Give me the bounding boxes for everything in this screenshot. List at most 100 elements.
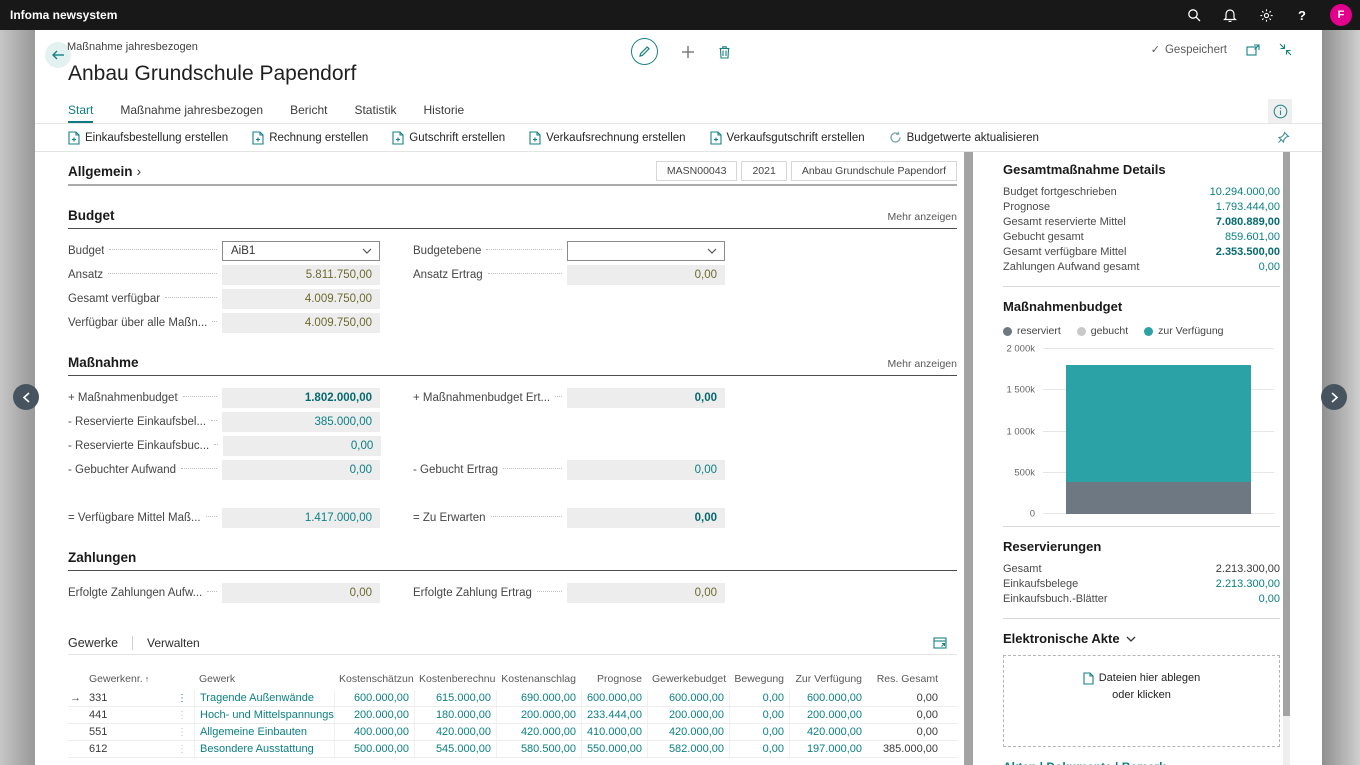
field-value-ma-nahmenbudget[interactable]: 1.802.000,00 xyxy=(222,388,380,408)
cell-kostensch-tzung[interactable]: 400.000,00 xyxy=(334,724,414,740)
cell-kostensch-tzung[interactable]: 200.000,00 xyxy=(334,707,414,723)
detail-value[interactable]: 1.793.444,00 xyxy=(1215,200,1280,213)
cell-gewerk[interactable]: Besondere Ausstattung xyxy=(194,741,334,757)
field-value-reservierte-einkaufsbel[interactable]: 385.000,00 xyxy=(222,412,380,432)
col-kostenberechnung[interactable]: Kostenberechnung xyxy=(419,673,496,685)
cell-kostenanschlag[interactable]: 690.000,00 xyxy=(496,690,581,706)
notifications-icon[interactable] xyxy=(1222,7,1238,23)
file-dropzone[interactable]: Dateien hier ablegen oder klicken xyxy=(1003,655,1280,747)
row-menu-icon[interactable]: ⋮ xyxy=(177,726,187,738)
tab-historie[interactable]: Historie xyxy=(423,102,465,117)
reserv-value[interactable]: 2.213.300,00 xyxy=(1215,577,1280,590)
tab-ma-nahme-jahresbezogen[interactable]: Maßnahme jahresbezogen xyxy=(120,102,264,117)
cell-gewerkebudget[interactable]: 200.000,00 xyxy=(647,707,729,723)
col-kostenanschlag[interactable]: Kostenanschlag xyxy=(501,673,576,685)
cell-res-gesamt[interactable]: 385.000,00 xyxy=(882,743,938,755)
field-value-ansatz-ertrag[interactable]: 0,00 xyxy=(567,265,725,285)
cell-prognose[interactable]: 233.444,00 xyxy=(581,707,647,723)
cell-res-gesamt[interactable]: 0,00 xyxy=(916,692,938,704)
cell-prognose[interactable]: 550.000,00 xyxy=(581,741,647,757)
pin-icon[interactable] xyxy=(1277,131,1290,144)
field-value-ansatz[interactable]: 5.811.750,00 xyxy=(222,265,380,285)
cell-kostensch-tzung[interactable]: 600.000,00 xyxy=(334,690,414,706)
field-value-gebucht-ertrag[interactable]: 0,00 xyxy=(567,460,725,480)
cell-gewerkebudget[interactable]: 600.000,00 xyxy=(647,690,729,706)
field-value-zu-erwarten[interactable]: 0,00 xyxy=(567,508,725,528)
col-bewegung[interactable]: Bewegung xyxy=(734,673,784,685)
main-scrollbar[interactable] xyxy=(964,152,973,765)
field-value-gesamt-verf-gbar[interactable]: 4.009.750,00 xyxy=(222,289,380,309)
open-list-icon[interactable] xyxy=(933,636,947,649)
gewerke-tab[interactable]: Gewerke xyxy=(68,635,119,650)
cell-kostenberechnung[interactable]: 420.000,00 xyxy=(414,724,496,740)
col-gewerk[interactable]: Gewerk xyxy=(199,673,236,685)
reserv-value[interactable]: 0,00 xyxy=(1258,592,1280,605)
akte-links[interactable]: Akten | Dokumente | Bemerk. xyxy=(1003,760,1280,765)
col-zur-verf-gung[interactable]: Zur Verfügung xyxy=(795,673,862,685)
verwalten-menu[interactable]: Verwalten xyxy=(147,635,200,650)
row-menu-icon[interactable]: ⋮ xyxy=(177,709,187,721)
field-value-gebuchter-aufwand[interactable]: 0,00 xyxy=(222,460,380,480)
open-in-window-icon[interactable] xyxy=(1246,43,1260,56)
back-button[interactable] xyxy=(45,42,71,68)
field-value-erfolgte-zahlung-ertrag[interactable]: 0,00 xyxy=(567,583,725,603)
search-icon[interactable] xyxy=(1186,7,1202,23)
field-value-verf-gbare-mittel-ma[interactable]: 1.417.000,00 xyxy=(222,508,380,528)
cell-kostenberechnung[interactable]: 545.000,00 xyxy=(414,741,496,757)
cell-gewerkenr[interactable]: 331 xyxy=(89,692,108,704)
col-gewerkebudget[interactable]: Gewerkebudget xyxy=(652,673,727,685)
row-menu-icon[interactable]: ⋮ xyxy=(177,692,187,704)
detail-value[interactable]: 859.601,00 xyxy=(1224,230,1280,243)
settings-icon[interactable] xyxy=(1258,7,1274,23)
col-prognose[interactable]: Prognose xyxy=(597,673,642,685)
next-record-button[interactable] xyxy=(1321,384,1347,410)
cell-gewerkebudget[interactable]: 420.000,00 xyxy=(647,724,729,740)
cell-gewerkenr[interactable]: 612 xyxy=(89,743,108,755)
cell-gewerk[interactable]: Hoch- und Mittelspannungsanl... xyxy=(194,707,334,723)
action-einkaufsbestellung-erstellen[interactable]: Einkaufsbestellung erstellen xyxy=(68,130,228,145)
detail-value[interactable]: 0,00 xyxy=(1258,260,1280,273)
help-icon[interactable]: ? xyxy=(1298,7,1306,23)
cell-zur-verf-gung[interactable]: 197.000,00 xyxy=(789,741,867,757)
breadcrumb[interactable]: Maßnahme jahresbezogen xyxy=(67,41,198,53)
field-value-ma-nahmenbudget-ert[interactable]: 0,00 xyxy=(567,388,725,408)
budget-more-link[interactable]: Mehr anzeigen xyxy=(887,211,957,223)
cell-bewegung[interactable]: 0,00 xyxy=(729,724,789,740)
action-verkaufsrechnung-erstellen[interactable]: Verkaufsrechnung erstellen xyxy=(529,130,686,145)
collapse-icon[interactable] xyxy=(1279,43,1292,56)
add-icon[interactable] xyxy=(681,45,695,59)
col-res-gesamt[interactable]: Res. Gesamt xyxy=(876,673,938,685)
massnahme-more-link[interactable]: Mehr anzeigen xyxy=(887,358,957,370)
elektronische-akte-header[interactable]: Elektronische Akte xyxy=(1003,631,1280,646)
factbox-scrollbar[interactable] xyxy=(1283,152,1290,765)
cell-gewerkenr[interactable]: 441 xyxy=(89,709,108,721)
field-value-budgetebene[interactable] xyxy=(567,241,725,261)
edit-icon[interactable] xyxy=(631,38,658,65)
cell-gewerk[interactable]: Tragende Außenwände xyxy=(194,690,334,706)
action-budgetwerte-aktualisieren[interactable]: Budgetwerte aktualisieren xyxy=(889,131,1039,144)
cell-kostenberechnung[interactable]: 615.000,00 xyxy=(414,690,496,706)
tab-start[interactable]: Start xyxy=(68,98,94,123)
cell-gewerk[interactable]: Allgemeine Einbauten xyxy=(194,724,334,740)
field-value-verf-gbar-ber-alle-ma-n[interactable]: 4.009.750,00 xyxy=(222,313,380,333)
cell-kostensch-tzung[interactable]: 500.000,00 xyxy=(334,741,414,757)
avatar[interactable]: F xyxy=(1330,4,1352,26)
cell-kostenanschlag[interactable]: 580.500,00 xyxy=(496,741,581,757)
field-value-reservierte-einkaufsbuc[interactable]: 0,00 xyxy=(223,436,382,456)
cell-gewerkebudget[interactable]: 582.000,00 xyxy=(647,741,729,757)
delete-icon[interactable] xyxy=(718,45,731,59)
tab-statistik[interactable]: Statistik xyxy=(354,102,397,117)
cell-zur-verf-gung[interactable]: 200.000,00 xyxy=(789,707,867,723)
fasttab-allgemein[interactable]: Allgemein › xyxy=(68,163,142,179)
cell-bewegung[interactable]: 0,00 xyxy=(729,741,789,757)
col-gewerkenr[interactable]: Gewerkenr. ↑ xyxy=(89,673,150,685)
cell-kostenanschlag[interactable]: 200.000,00 xyxy=(496,707,581,723)
cell-res-gesamt[interactable]: 0,00 xyxy=(916,709,938,721)
cell-bewegung[interactable]: 0,00 xyxy=(729,707,789,723)
tab-bericht[interactable]: Bericht xyxy=(290,102,328,117)
field-value-erfolgte-zahlungen-aufw[interactable]: 0,00 xyxy=(222,583,380,603)
cell-prognose[interactable]: 600.000,00 xyxy=(581,690,647,706)
detail-value[interactable]: 10.294.000,00 xyxy=(1209,185,1280,198)
action-rechnung-erstellen[interactable]: Rechnung erstellen xyxy=(252,130,368,145)
action-gutschrift-erstellen[interactable]: Gutschrift erstellen xyxy=(392,130,505,145)
